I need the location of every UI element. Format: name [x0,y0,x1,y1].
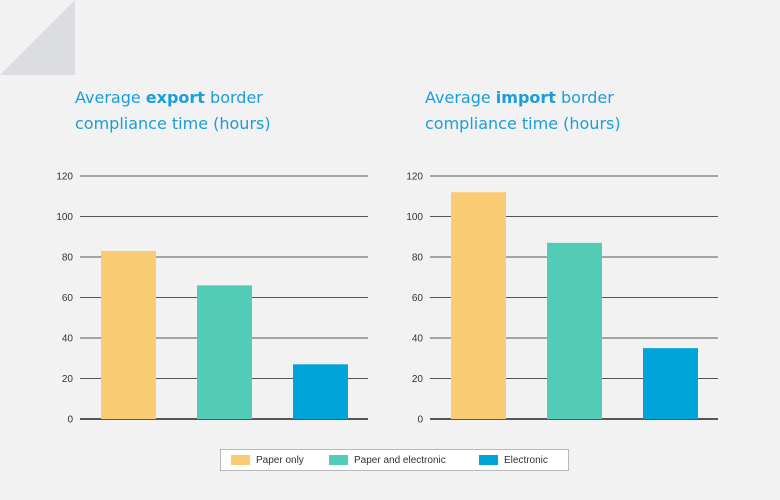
import-chart-title: Average import border compliance time (h… [425,88,621,133]
export-chart-panel: Average export border compliance time (h… [30,85,368,430]
export-y-tick-label: 80 [62,253,74,264]
export-y-tick-label: 40 [62,334,74,345]
export-y-tick-label: 20 [62,374,74,385]
export-bar-paper-and-electronic [197,285,252,419]
import-chart-panel: Average import border compliance time (h… [380,85,718,430]
import-bar-chart: 0 20 40 60 80 100 120 [406,172,718,426]
import-y-tick-label: 100 [406,212,423,223]
import-y-tick-label: 80 [412,253,424,264]
export-bar-electronic [293,364,348,419]
export-bar-chart: 0 20 40 60 80 100 120 [56,172,368,426]
legend-item-electronic: Electronic [479,450,548,470]
legend-swatch-paper-only [231,455,250,465]
legend-item-paper-only: Paper only [231,450,304,470]
import-y-tick-label: 20 [412,374,424,385]
legend-label: Paper only [256,454,304,466]
chart-legend: Paper only Paper and electronic Electron… [220,449,569,471]
export-y-tick-label: 100 [56,212,73,223]
legend-item-paper-and-electronic: Paper and electronic [329,450,446,470]
legend-swatch-paper-and-electronic [329,455,348,465]
export-y-tick-label: 0 [67,415,73,426]
import-bar-paper-only [451,192,506,419]
export-y-tick-label: 120 [56,172,73,183]
import-bar-electronic [643,348,698,419]
import-y-tick-label: 40 [412,334,424,345]
page-fold-corner [0,0,75,75]
legend-label: Electronic [504,454,548,466]
import-y-tick-label: 120 [406,172,423,183]
export-chart-title: Average export border compliance time (h… [75,88,271,133]
legend-swatch-electronic [479,455,498,465]
import-bar-paper-and-electronic [547,242,602,419]
legend-label: Paper and electronic [354,454,446,466]
import-y-tick-label: 60 [412,293,424,304]
export-bar-paper-only [101,250,156,419]
import-y-tick-label: 0 [417,415,423,426]
export-y-tick-label: 60 [62,293,74,304]
